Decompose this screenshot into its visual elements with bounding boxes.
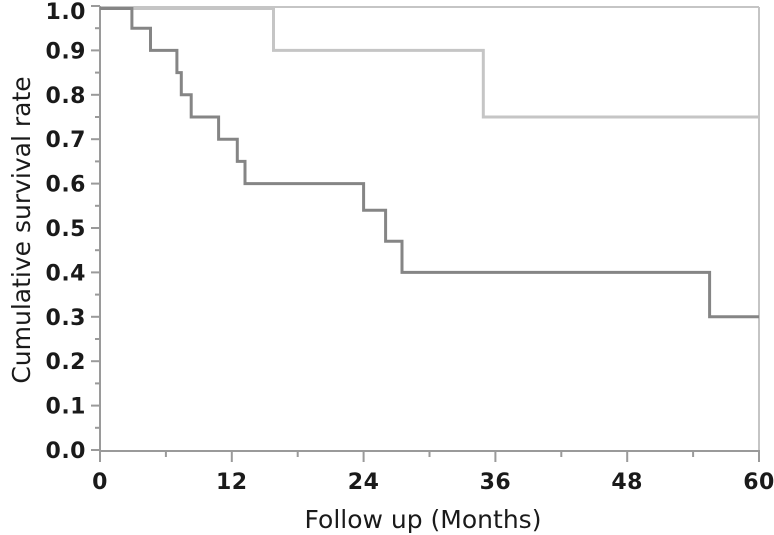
y-tick-label: 0.9 bbox=[46, 39, 86, 64]
y-tick-label: 0.4 bbox=[46, 261, 86, 286]
x-tick-label: 36 bbox=[480, 470, 512, 495]
y-tick-label: 0.8 bbox=[46, 84, 86, 109]
x-tick-label: 48 bbox=[611, 470, 643, 495]
light-gray-curve bbox=[100, 7, 759, 119]
y-tick-label: 0.6 bbox=[46, 173, 86, 198]
axis-ticks bbox=[91, 5, 760, 462]
x-axis-title: Follow up (Months) bbox=[305, 505, 542, 534]
y-tick-label: 0.5 bbox=[46, 217, 86, 242]
y-tick-label: 0.3 bbox=[46, 306, 86, 331]
x-tick-label: 60 bbox=[743, 470, 774, 495]
y-tick-label: 0.7 bbox=[46, 128, 86, 153]
x-tick-label: 0 bbox=[92, 470, 108, 495]
y-tick-label: 0.2 bbox=[46, 350, 86, 375]
dark-gray-curve bbox=[100, 7, 759, 319]
survival-curves bbox=[100, 7, 759, 319]
x-tick-label: 24 bbox=[348, 470, 380, 495]
y-tick-label: 0.1 bbox=[46, 395, 86, 420]
y-tick-label: 0.0 bbox=[46, 439, 86, 464]
axis-tick-labels: 1.0 0.9 0.8 0.7 0.6 0.5 0.4 0.3 0.2 0.1 0.00 12 24 36… bbox=[46, 0, 774, 495]
plot-frame bbox=[99, 6, 760, 452]
y-axis-title: Cumulative survival rate bbox=[7, 76, 36, 383]
x-tick-label: 12 bbox=[216, 470, 248, 495]
y-tick-label: 1.0 bbox=[46, 0, 86, 25]
